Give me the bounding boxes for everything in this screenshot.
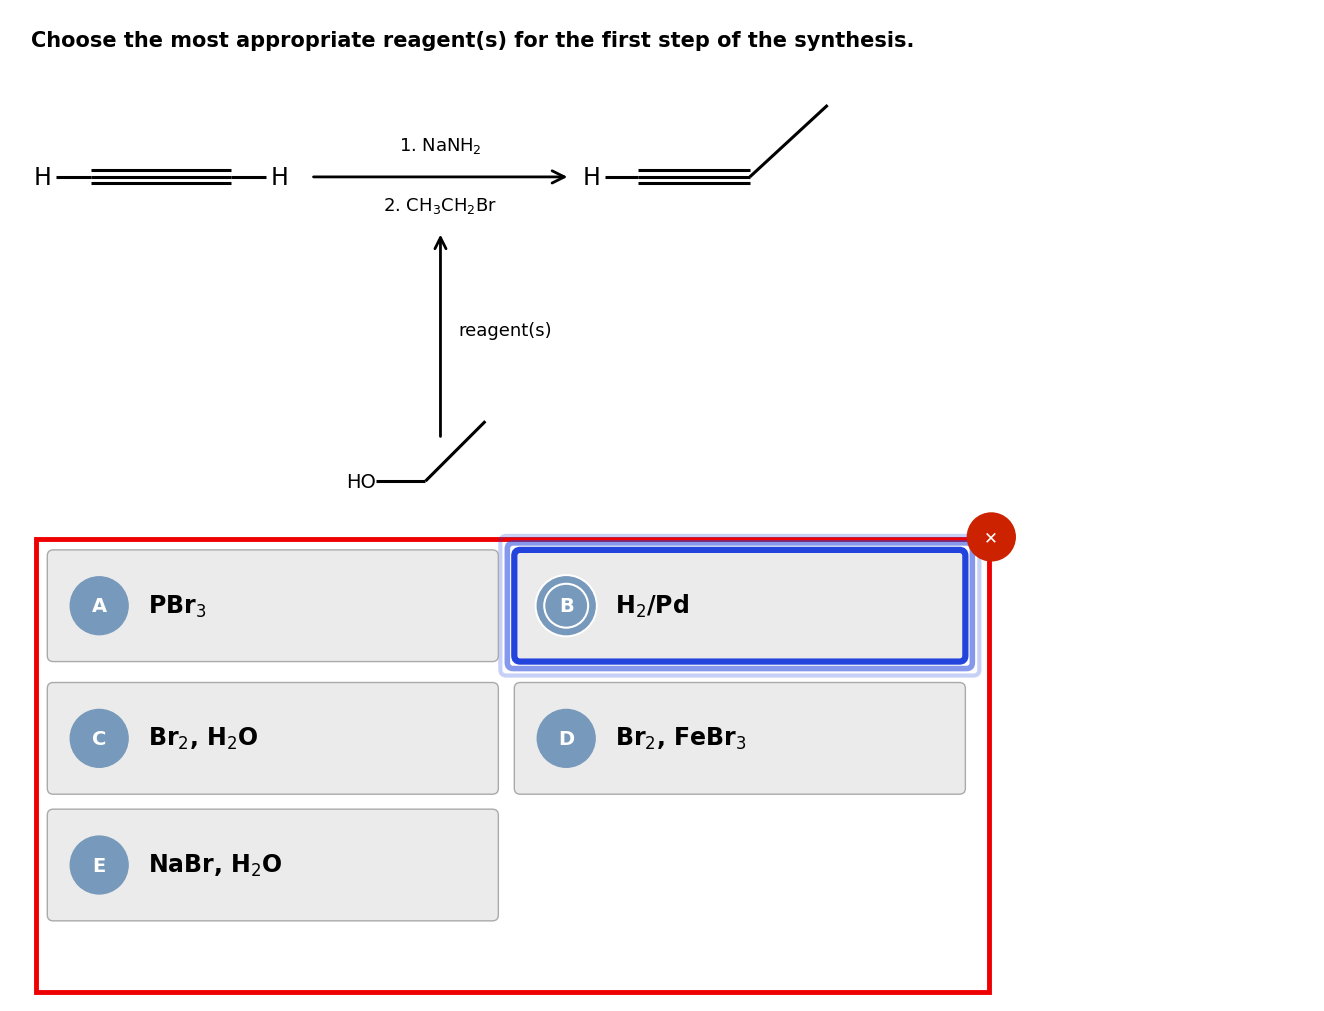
FancyBboxPatch shape <box>514 550 965 662</box>
Text: reagent(s): reagent(s) <box>458 323 552 340</box>
Text: H: H <box>583 166 600 190</box>
Circle shape <box>538 577 596 635</box>
Text: NaBr, H$_2$O: NaBr, H$_2$O <box>148 852 283 879</box>
Text: PBr$_3$: PBr$_3$ <box>148 593 207 619</box>
Text: B: B <box>559 596 573 616</box>
Text: Br$_2$, H$_2$O: Br$_2$, H$_2$O <box>148 726 258 752</box>
Circle shape <box>538 710 596 767</box>
FancyBboxPatch shape <box>48 550 498 662</box>
Text: 1. NaNH$_2$: 1. NaNH$_2$ <box>399 135 482 156</box>
Text: H: H <box>271 166 289 190</box>
Circle shape <box>70 710 128 767</box>
Text: A: A <box>91 596 107 616</box>
Text: 2. CH$_3$CH$_2$Br: 2. CH$_3$CH$_2$Br <box>384 196 498 215</box>
Text: E: E <box>93 855 106 875</box>
Text: Br$_2$, FeBr$_3$: Br$_2$, FeBr$_3$ <box>616 726 747 752</box>
FancyBboxPatch shape <box>36 540 989 992</box>
Text: H: H <box>33 166 52 190</box>
Text: Choose the most appropriate reagent(s) for the first step of the synthesis.: Choose the most appropriate reagent(s) f… <box>32 31 915 52</box>
Text: H$_2$/Pd: H$_2$/Pd <box>616 592 690 620</box>
Circle shape <box>968 514 1016 561</box>
FancyBboxPatch shape <box>48 682 498 795</box>
Circle shape <box>70 577 128 635</box>
Text: C: C <box>91 729 106 748</box>
FancyBboxPatch shape <box>514 682 965 795</box>
Text: HO: HO <box>346 472 376 491</box>
Text: ✕: ✕ <box>984 529 998 546</box>
Circle shape <box>70 836 128 894</box>
Circle shape <box>535 575 597 637</box>
FancyBboxPatch shape <box>48 810 498 921</box>
Text: D: D <box>559 729 575 748</box>
